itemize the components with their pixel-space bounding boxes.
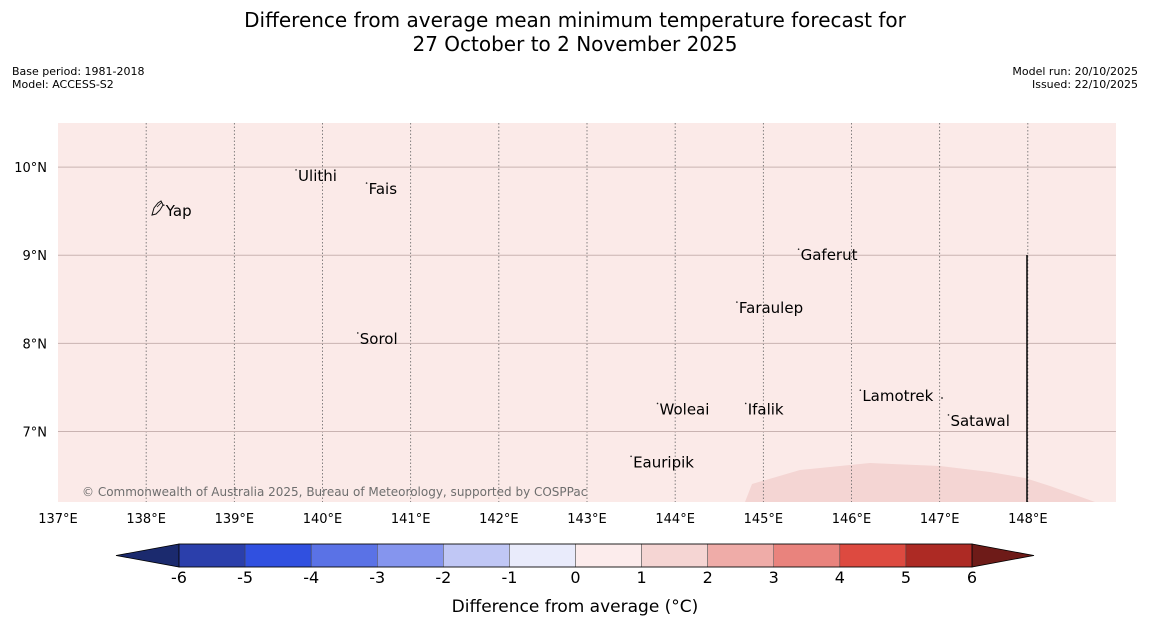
place-name: Lamotrek bbox=[862, 387, 933, 405]
colorbar-tick: -4 bbox=[303, 568, 319, 587]
longitude-labels: 137°E 138°E 139°E 140°E 141°E 142°E 143°E 144°E… bbox=[38, 512, 1047, 527]
place-satawal: Satawal bbox=[947, 412, 1010, 430]
place-gaferut: Gaferut bbox=[797, 246, 858, 264]
yap-island-outline bbox=[151, 200, 164, 216]
lon-tick-label: 138°E bbox=[126, 512, 166, 527]
place-marker bbox=[356, 332, 359, 334]
place-name: Woleai bbox=[660, 400, 710, 418]
place-marker bbox=[744, 402, 747, 405]
colorbar bbox=[115, 543, 1035, 568]
issued-date: Issued: 22/10/2025 bbox=[1031, 78, 1138, 91]
chart-title: Difference from average mean minimum tem… bbox=[0, 8, 1150, 56]
lon-tick-label: 140°E bbox=[303, 512, 343, 527]
latitude-gridlines bbox=[58, 166, 1116, 432]
place-ulithi: Ulithi bbox=[295, 167, 337, 185]
place-name: Faraulep bbox=[739, 299, 803, 317]
colorbar-segment bbox=[839, 543, 907, 568]
base-period: Base period: 1981-2018 bbox=[12, 65, 145, 78]
place-marker bbox=[656, 402, 659, 405]
lon-tick-label: 145°E bbox=[744, 512, 784, 527]
latitude-labels: 10°N 9°N 8°N 7°N bbox=[14, 161, 47, 440]
lon-tick-label: 143°E bbox=[567, 512, 607, 527]
place-labels: Yap Ulithi Fais Gaferut Faraulep Sorol Woleai I… bbox=[163, 167, 1010, 471]
lon-tick-label: 146°E bbox=[832, 512, 872, 527]
place-faraulep: Faraulep bbox=[736, 299, 803, 317]
place-sorol: Sorol bbox=[356, 330, 398, 348]
place-name: Fais bbox=[369, 180, 398, 198]
colorbar-segment bbox=[377, 543, 444, 568]
lat-tick-label: 7°N bbox=[23, 425, 48, 440]
lon-tick-label: 148°E bbox=[1008, 512, 1048, 527]
colorbar-tick: -5 bbox=[237, 568, 253, 587]
colorbar-segment bbox=[905, 543, 973, 568]
warm-anomaly-region bbox=[745, 463, 1095, 502]
lon-tick-label: 137°E bbox=[38, 512, 78, 527]
lat-tick-label: 10°N bbox=[14, 161, 47, 176]
colorbar-segment bbox=[310, 543, 378, 568]
colorbar-tick: 1 bbox=[636, 568, 646, 587]
place-marker bbox=[295, 169, 297, 171]
islet-marker bbox=[941, 397, 943, 399]
colorbar-segment bbox=[773, 543, 841, 568]
colorbar-segment bbox=[178, 543, 246, 568]
colorbar-tick: -6 bbox=[171, 568, 187, 587]
colorbar-tick: -3 bbox=[369, 568, 385, 587]
lon-tick-label: 139°E bbox=[215, 512, 255, 527]
place-fais: Fais bbox=[365, 180, 398, 198]
title-line-1: Difference from average mean minimum tem… bbox=[244, 8, 906, 32]
copyright-credit: © Commonwealth of Australia 2025, Bureau… bbox=[82, 485, 587, 499]
colorbar-segment bbox=[244, 543, 312, 568]
title-line-2: 27 October to 2 November 2025 bbox=[412, 32, 738, 56]
place-name: Sorol bbox=[360, 330, 398, 348]
longitude-gridlines bbox=[145, 123, 1029, 502]
lon-tick-label: 142°E bbox=[479, 512, 519, 527]
place-eauripik: Eauripik bbox=[630, 453, 694, 471]
place-woleai: Woleai bbox=[656, 400, 710, 418]
place-marker bbox=[163, 204, 165, 206]
colorbar-frame bbox=[178, 543, 973, 568]
colorbar-tick: -1 bbox=[501, 568, 517, 587]
model-name: Model: ACCESS-S2 bbox=[12, 78, 114, 91]
place-marker bbox=[365, 182, 368, 184]
colorbar-tick: 2 bbox=[703, 568, 713, 587]
place-lamotrek: Lamotrek bbox=[859, 387, 934, 405]
lon-tick-label: 144°E bbox=[655, 512, 695, 527]
colorbar-segment bbox=[575, 543, 642, 568]
place-marker bbox=[947, 414, 950, 416]
lat-tick-label: 9°N bbox=[23, 249, 48, 264]
lon-tick-label: 147°E bbox=[920, 512, 960, 527]
model-run: Model run: 20/10/2025 bbox=[1012, 65, 1138, 78]
place-name: Ifalik bbox=[748, 400, 784, 418]
place-name: Gaferut bbox=[801, 246, 858, 264]
place-name: Yap bbox=[165, 202, 192, 220]
place-marker bbox=[736, 301, 738, 303]
colorbar-segment bbox=[641, 543, 708, 568]
colorbar-tick: 0 bbox=[570, 568, 580, 587]
place-ifalik: Ifalik bbox=[744, 400, 784, 418]
place-name: Ulithi bbox=[298, 167, 337, 185]
colorbar-tick: 6 bbox=[967, 568, 977, 587]
colorbar-segment bbox=[443, 543, 510, 568]
meta-right: Model run: 20/10/2025 Issued: 22/10/2025 bbox=[1012, 65, 1138, 91]
place-yap: Yap bbox=[163, 202, 192, 220]
colorbar-tick-labels: -6 -5 -4 -3 -2 -1 0 1 2 3 4 5 6 bbox=[171, 568, 977, 587]
lat-tick-label: 8°N bbox=[23, 337, 48, 352]
place-marker bbox=[630, 455, 632, 458]
place-name: Eauripik bbox=[633, 453, 694, 471]
colorbar-segment bbox=[707, 543, 775, 568]
colorbar-tick: -2 bbox=[435, 568, 451, 587]
place-marker bbox=[859, 389, 862, 392]
colorbar-segment bbox=[509, 543, 576, 568]
colorbar-tick: 5 bbox=[901, 568, 911, 587]
colorbar-over-arrow bbox=[971, 543, 1035, 568]
place-name: Satawal bbox=[950, 412, 1009, 430]
colorbar-under-arrow bbox=[115, 543, 180, 568]
meta-left: Base period: 1981-2018 Model: ACCESS-S2 bbox=[12, 65, 144, 91]
place-marker bbox=[797, 248, 800, 251]
lon-tick-label: 141°E bbox=[391, 512, 431, 527]
colorbar-label: Difference from average (°C) bbox=[452, 597, 699, 617]
colorbar-tick: 4 bbox=[835, 568, 845, 587]
colorbar-tick: 3 bbox=[769, 568, 779, 587]
